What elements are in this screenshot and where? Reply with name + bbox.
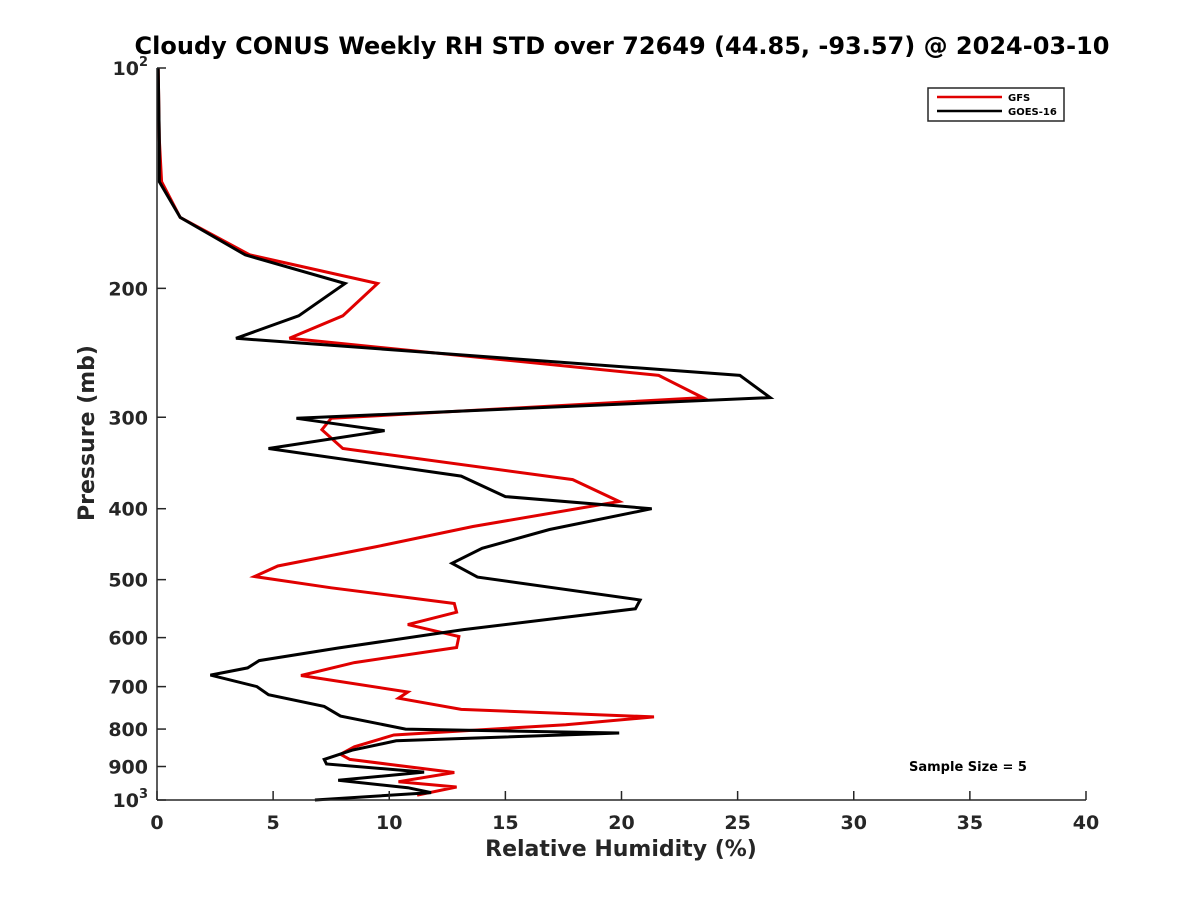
- y-tick-label: 500: [108, 570, 148, 592]
- series-line-gfs: [156, 67, 709, 797]
- legend: GFS GOES-16: [927, 87, 1065, 122]
- y-tick-label: 600: [108, 628, 148, 650]
- x-tick-label: 20: [608, 812, 634, 834]
- plot-area: [156, 67, 775, 802]
- x-tick-label: 35: [957, 812, 983, 834]
- x-tick-label: 15: [492, 812, 518, 834]
- y-tick-label: 900: [108, 757, 148, 779]
- x-tick-label: 30: [841, 812, 867, 834]
- series-line-goes16: [156, 67, 775, 802]
- y-tick-label: 103: [113, 787, 149, 812]
- sample-size-annotation: Sample Size = 5: [909, 760, 1027, 775]
- y-tick-label: 300: [108, 407, 148, 429]
- x-axis-label: Relative Humidity (%): [485, 837, 757, 862]
- y-axis-label: Pressure (mb): [75, 345, 100, 521]
- x-axis: 0 5 10 15 20 25 30 35 40: [150, 791, 1099, 834]
- x-tick-label: 40: [1073, 812, 1099, 834]
- chart-title: Cloudy CONUS Weekly RH STD over 72649 (4…: [135, 32, 1110, 60]
- x-tick-label: 10: [376, 812, 402, 834]
- x-tick-label: 5: [267, 812, 280, 834]
- y-tick-label: 102: [113, 55, 149, 80]
- y-tick-label: 200: [108, 278, 148, 300]
- y-axis: 102 200 300 400 500 600 700 800 900 103: [108, 55, 166, 812]
- legend-box: [927, 87, 1065, 122]
- legend-label-gfs: GFS: [1008, 93, 1030, 104]
- y-tick-label: 800: [108, 719, 148, 741]
- x-tick-label: 25: [724, 812, 750, 834]
- y-tick-label: 700: [108, 677, 148, 699]
- legend-label-goes16: GOES-16: [1008, 107, 1057, 118]
- x-tick-label: 0: [150, 812, 163, 834]
- y-tick-label: 400: [108, 499, 148, 521]
